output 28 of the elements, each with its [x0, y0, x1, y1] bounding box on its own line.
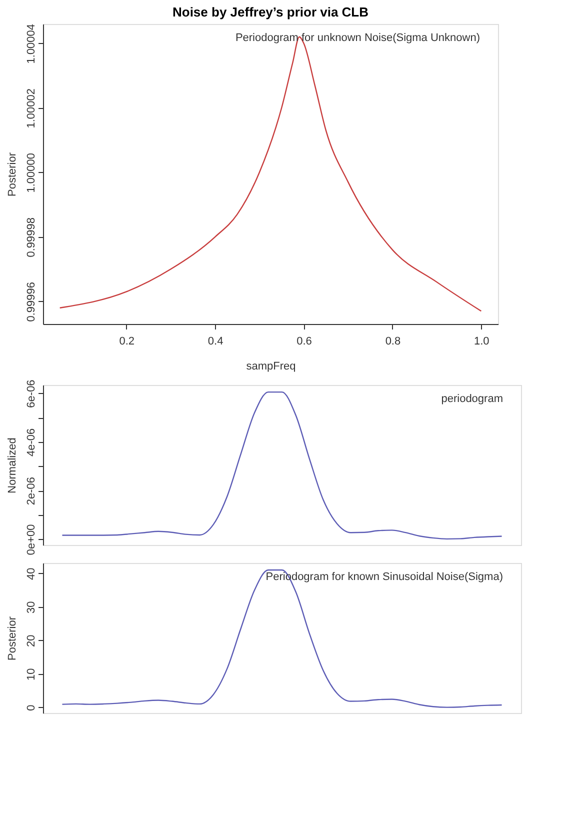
- y-tick-label: 6e-06: [26, 380, 38, 408]
- y-axis-title: Posterior: [6, 152, 18, 197]
- x-axis-title: sampFreq: [246, 360, 296, 372]
- y-tick-label: 0.99998: [26, 218, 38, 258]
- y-tick-label: 30: [26, 601, 38, 614]
- y-tick-label: 1.00002: [26, 88, 38, 128]
- annotation: periodogram: [441, 393, 503, 405]
- y-tick-label: 2e-06: [26, 476, 38, 506]
- y-tick-label: 0: [26, 704, 38, 711]
- y-tick-label: 4e-06: [26, 428, 38, 456]
- y-tick-label: 0e+00: [26, 524, 38, 556]
- y-tick-label: 0.99996: [26, 282, 38, 322]
- x-tick-label: 0.4: [208, 336, 224, 348]
- line-series: [62, 391, 502, 540]
- y-tick-label: 40: [26, 568, 38, 580]
- line-series: [62, 569, 502, 708]
- x-tick-label: 1.0: [474, 336, 490, 348]
- y-axis-title: Posterior: [6, 616, 18, 661]
- y-tick-label: 1.00000: [26, 153, 38, 193]
- y-tick-label: 1.00004: [26, 24, 38, 64]
- annotation: Periodogram for unknown Noise(Sigma Unknown): [235, 32, 480, 44]
- y-axis-title: Normalized: [6, 438, 18, 494]
- x-tick-label: 0.6: [296, 336, 312, 348]
- x-tick-label: 0.8: [385, 336, 401, 348]
- y-tick-label: 20: [26, 634, 38, 647]
- y-tick-label: 10: [26, 668, 38, 680]
- x-tick-label: 0.2: [119, 336, 135, 348]
- chart-title: Noise by Jeffrey’s prior via CLB: [172, 4, 369, 20]
